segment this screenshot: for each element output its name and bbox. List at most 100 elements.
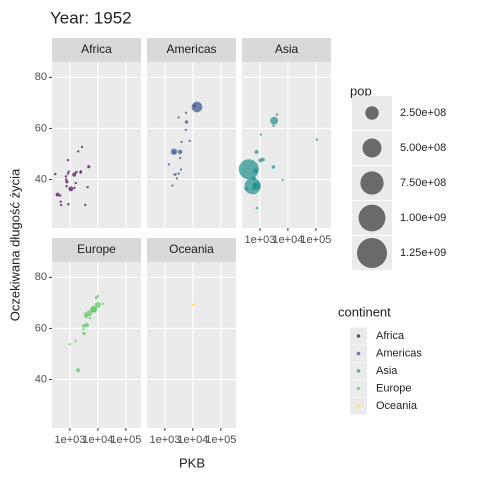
legend-label: Americas <box>376 347 422 359</box>
point <box>177 149 183 155</box>
legend-label: Asia <box>376 365 398 377</box>
point <box>177 172 180 175</box>
point <box>259 133 263 136</box>
point <box>59 200 62 203</box>
strip <box>147 38 236 62</box>
size-legend-title: pop <box>350 83 372 98</box>
strip <box>242 38 331 62</box>
point <box>171 184 174 187</box>
panel <box>242 62 331 228</box>
point <box>88 316 92 320</box>
point <box>184 120 189 124</box>
chart-title: Year: 1952 <box>50 8 132 27</box>
point <box>84 312 87 315</box>
point <box>68 186 74 192</box>
point <box>84 322 89 328</box>
legend-size <box>360 171 384 195</box>
x-tick-label: 1e+03 <box>244 234 275 246</box>
strip-label: Europe <box>77 242 116 256</box>
point <box>74 339 77 342</box>
panel <box>52 262 141 428</box>
point <box>315 138 319 141</box>
point <box>59 203 63 207</box>
point <box>72 172 77 177</box>
legend-size <box>362 138 382 158</box>
legend-label: 7.50e+08 <box>400 177 446 189</box>
legend-label: 1.00e+09 <box>400 212 446 224</box>
strip-label: Oceania <box>169 242 214 256</box>
x-tick-label: 1e+05 <box>300 234 331 246</box>
point <box>281 178 284 181</box>
strip-label: Asia <box>275 42 299 56</box>
panel <box>147 262 236 428</box>
point <box>167 163 171 166</box>
y-tick-label: 80 <box>35 71 47 83</box>
point <box>68 343 71 346</box>
point <box>82 324 86 328</box>
legend-swatch <box>356 369 361 373</box>
x-tick-label: 1e+04 <box>272 234 303 246</box>
y-axis-label: Oczekiwana długość życia <box>7 168 22 321</box>
x-tick-label: 1e+05 <box>110 434 141 446</box>
x-tick-label: 1e+03 <box>54 434 85 446</box>
x-tick-label: 1e+04 <box>177 434 208 446</box>
y-tick-label: 80 <box>35 271 47 283</box>
legend-label: Oceania <box>376 400 418 412</box>
point <box>192 303 195 306</box>
point <box>79 171 82 174</box>
point <box>179 156 182 160</box>
strip-label: Africa <box>81 42 112 56</box>
point <box>86 185 89 189</box>
legend-label: Africa <box>376 330 405 342</box>
point <box>252 182 259 189</box>
x-axis-label: PKB <box>179 455 205 470</box>
point <box>179 168 183 171</box>
point <box>172 150 176 154</box>
point <box>251 176 256 181</box>
point <box>87 165 91 169</box>
point <box>54 172 57 176</box>
legend-swatch <box>356 404 361 408</box>
point <box>192 104 197 108</box>
strip <box>147 238 236 262</box>
point <box>76 150 80 153</box>
panel <box>52 62 141 228</box>
point <box>55 192 60 197</box>
point <box>67 203 70 206</box>
point <box>251 187 254 191</box>
point <box>59 194 62 197</box>
point <box>173 173 176 176</box>
point <box>76 368 81 373</box>
point <box>82 327 85 331</box>
point <box>83 313 89 319</box>
panel <box>147 62 236 228</box>
point <box>80 145 84 149</box>
point <box>67 170 70 173</box>
point <box>90 306 97 313</box>
point <box>180 140 183 144</box>
legend-swatch <box>356 334 361 338</box>
point <box>270 116 279 125</box>
color-legend-title: continent <box>338 304 391 319</box>
x-tick-label: 1e+04 <box>82 434 113 446</box>
point <box>254 149 259 154</box>
legend-label: Europe <box>376 382 411 394</box>
point <box>66 158 70 162</box>
strip <box>52 38 141 62</box>
legend-size <box>365 106 379 120</box>
legend-swatch <box>356 351 361 356</box>
point <box>258 158 263 163</box>
point <box>74 170 78 174</box>
legend-size <box>358 204 386 232</box>
legend-swatch <box>356 386 361 391</box>
point <box>177 116 180 119</box>
x-tick-label: 1e+03 <box>149 434 180 446</box>
point <box>101 302 104 306</box>
point <box>94 301 101 308</box>
point <box>73 186 76 190</box>
point <box>191 101 203 113</box>
point <box>64 175 68 178</box>
legend-label: 5.00e+08 <box>400 142 446 154</box>
legend-label: 1.25e+09 <box>400 247 446 259</box>
